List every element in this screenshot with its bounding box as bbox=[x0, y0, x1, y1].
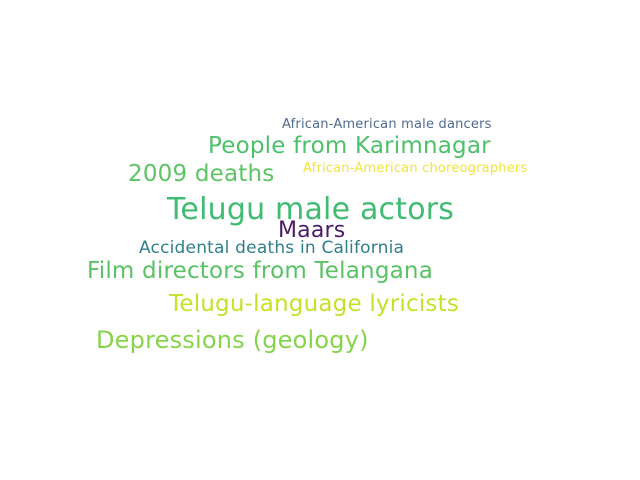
word-maars: Maars bbox=[278, 218, 346, 243]
word-people-from-karimnagar: People from Karimnagar bbox=[208, 133, 491, 159]
word-telugu-language-lyricists: Telugu-language lyricists bbox=[169, 291, 459, 317]
word-2009-deaths: 2009 deaths bbox=[128, 161, 275, 187]
word-accidental-deaths-in-california: Accidental deaths in California bbox=[139, 238, 405, 258]
word-african-american-male-dancers: African-American male dancers bbox=[282, 117, 492, 132]
word-film-directors-from-telangana: Film directors from Telangana bbox=[87, 258, 433, 284]
word-depressions-geology: Depressions (geology) bbox=[96, 326, 369, 354]
word-telugu-male-actors: Telugu male actors bbox=[167, 192, 455, 227]
word-african-american-choreographers: African-American choreographers bbox=[303, 161, 528, 176]
